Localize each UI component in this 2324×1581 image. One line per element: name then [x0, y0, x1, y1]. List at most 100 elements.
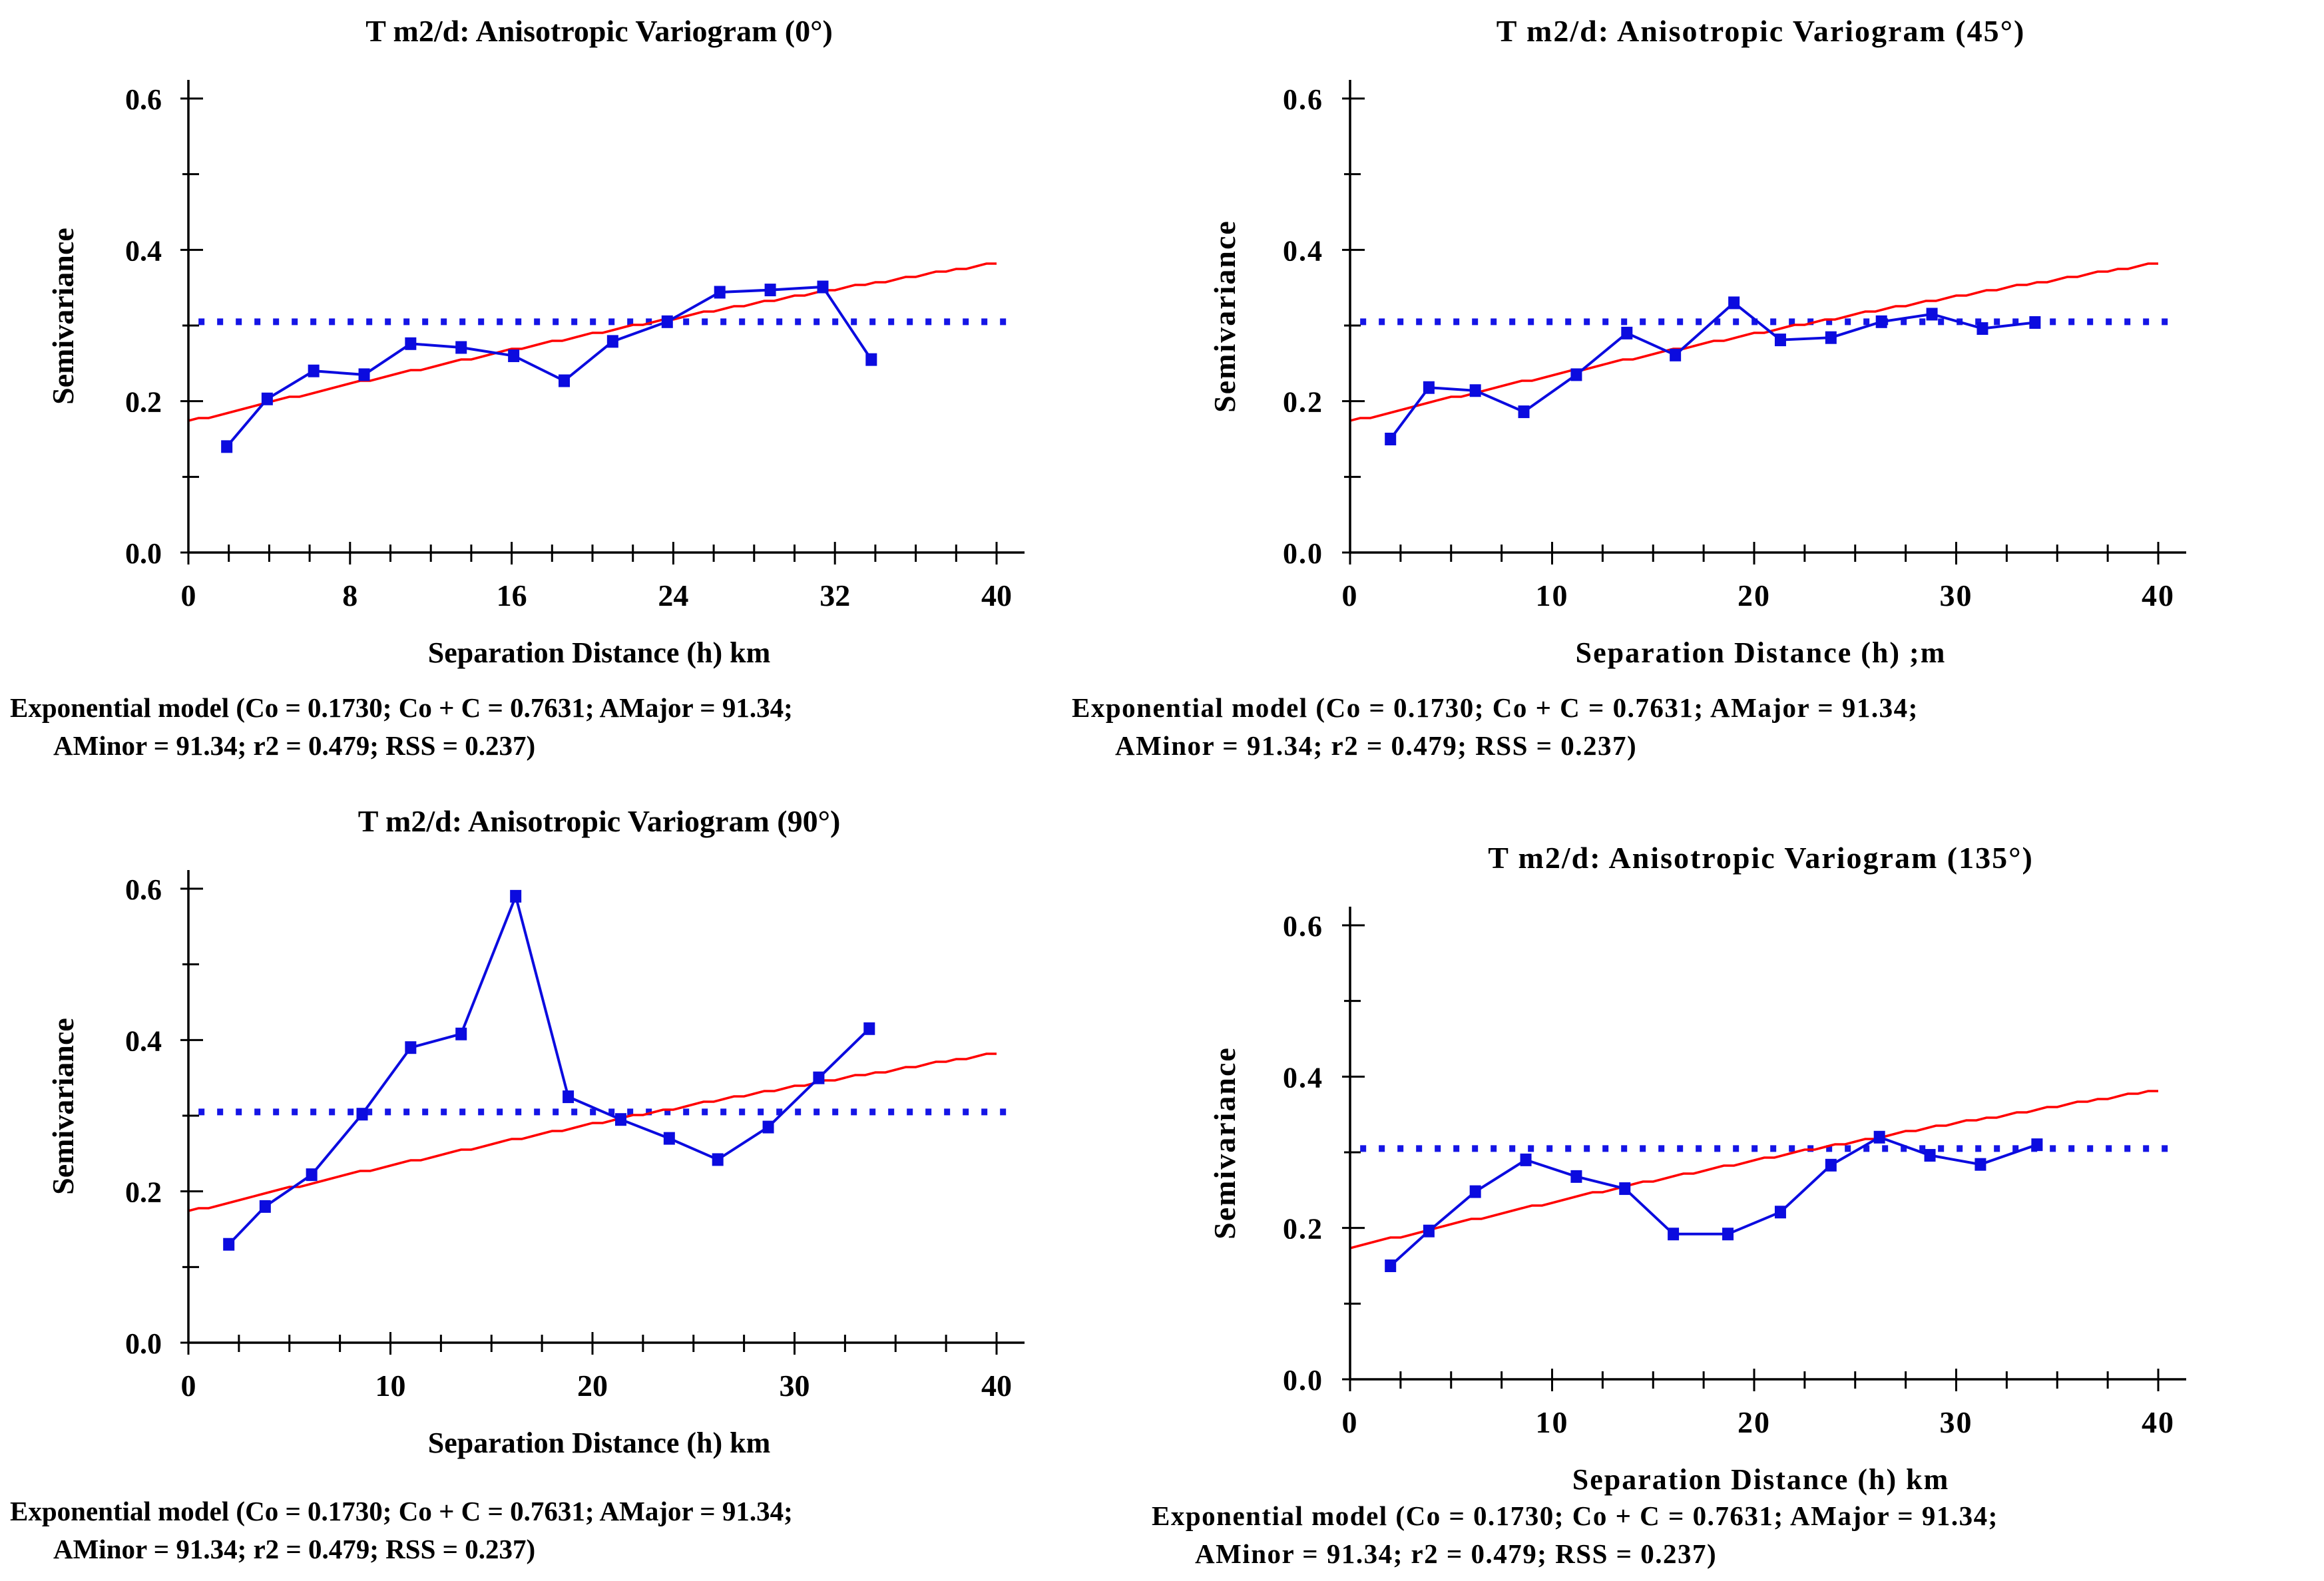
x-tick-label: 40: [2142, 578, 2175, 612]
y-tick-label: 0.4: [125, 234, 162, 267]
data-point-marker: [1873, 1130, 1885, 1144]
x-tick-label: 20: [1738, 578, 1771, 612]
data-point-marker: [455, 341, 467, 354]
x-tick-label: 30: [780, 1369, 810, 1403]
data-point-marker: [563, 1090, 575, 1104]
y-tick-label: 0.2: [125, 1176, 162, 1209]
x-tick-label: 40: [981, 578, 1012, 612]
series-line: [228, 891, 871, 1245]
model-curve: [188, 1052, 997, 1212]
data-point-marker: [1976, 322, 1988, 336]
data-point-marker: [1621, 326, 1633, 339]
data-point-marker: [863, 1022, 875, 1035]
data-point-marker: [1728, 296, 1740, 310]
model-caption-line1: Exponential model (Co = 0.1730; Co + C =…: [1072, 692, 1919, 723]
x-axis-label: Separation Distance (h) km: [1572, 1463, 1950, 1496]
y-tick-label: 0.0: [125, 537, 162, 570]
data-point-marker: [1774, 334, 1786, 347]
data-point-marker: [261, 392, 273, 405]
data-point-marker: [1875, 315, 1887, 328]
data-point-marker: [1924, 1149, 1936, 1162]
x-tick-label: 8: [342, 578, 357, 612]
model-caption-line2: AMinor = 91.34; r2 = 0.479; RSS = 0.237): [1195, 1538, 1718, 1569]
plot-title: T m2/d: Anisotropic Variogram (45°): [1497, 14, 2026, 48]
model-caption-0deg: Exponential model (Co = 0.1730; Co + C =…: [10, 689, 793, 765]
data-point-marker: [1423, 381, 1435, 394]
plot-title: T m2/d: Anisotropic Variogram (135°): [1488, 841, 2034, 875]
series-line: [1389, 1136, 2038, 1267]
data-point-marker: [455, 1027, 467, 1040]
y-tick-label: 0.4: [1283, 1061, 1323, 1094]
model-caption-line2: AMinor = 91.34; r2 = 0.479; RSS = 0.237): [1115, 730, 1638, 761]
x-axis-label: Separation Distance (h) km: [428, 1427, 771, 1459]
x-tick-label: 40: [2142, 1405, 2175, 1439]
x-tick-label: 16: [497, 578, 527, 612]
data-point-marker: [1570, 1170, 1582, 1183]
x-tick-label: 10: [375, 1369, 406, 1403]
data-point-marker: [1975, 1158, 1986, 1171]
data-point-marker: [259, 1200, 271, 1213]
data-point-marker: [1423, 1224, 1435, 1238]
y-tick-label: 0.2: [125, 386, 162, 419]
data-point-marker: [1385, 433, 1397, 445]
variogram-chart-135deg: 0.0 0.2 0.4 0.6 0 10 20 30 40 T m2/d: Anisotropic…: [1208, 841, 2186, 1496]
data-point-marker: [764, 284, 776, 297]
x-tick-label: 30: [1940, 578, 1973, 612]
y-tick-label: 0.0: [125, 1327, 162, 1360]
y-tick-label: 0.0: [1283, 537, 1323, 570]
y-tick-label: 0.2: [1283, 1213, 1323, 1245]
variogram-figure-0deg: 0.0 0.2 0.4 0.6 0 8 16 24 32 40 T m2/d: Anisotropi…: [0, 0, 1162, 791]
data-point-marker: [356, 1108, 368, 1121]
data-point-marker: [1520, 1153, 1532, 1166]
x-tick-label: 20: [1738, 1405, 1771, 1439]
data-point-marker: [2029, 316, 2041, 329]
data-point-marker: [405, 1041, 417, 1054]
model-curve: [1349, 1090, 2158, 1249]
data-point-marker: [1619, 1182, 1631, 1196]
data-point-marker: [606, 335, 618, 348]
data-point-marker: [1774, 1206, 1786, 1219]
variogram-figure-45deg: 0.0 0.2 0.4 0.6 0 10 20 30 40 T m2/d: Anisotropic…: [1072, 0, 2324, 791]
y-tick-label: 0.0: [1283, 1364, 1323, 1397]
data-point-marker: [1670, 348, 1682, 361]
data-point-marker: [865, 353, 877, 366]
y-axis-label: Semivariance: [46, 1018, 80, 1195]
x-tick-label: 10: [1536, 1405, 1569, 1439]
data-point-marker: [1668, 1228, 1680, 1241]
model-curve: [188, 262, 997, 422]
x-axis-label: Separation Distance (h) km: [428, 636, 771, 669]
variogram-chart-90deg: 0.0 0.2 0.4 0.6 0 10 20 30 40 T m2/d: Anisotropic…: [46, 804, 1025, 1459]
y-axis-label: Semivariance: [46, 228, 80, 405]
model-caption-line2: AMinor = 91.34; r2 = 0.479; RSS = 0.237): [53, 730, 536, 761]
model-caption-90deg: Exponential model (Co = 0.1730; Co + C =…: [10, 1492, 793, 1568]
data-point-marker: [358, 368, 370, 381]
x-tick-label: 0: [181, 1369, 196, 1403]
x-tick-label: 32: [819, 578, 850, 612]
model-curve: [1349, 262, 2158, 422]
model-caption-line2: AMinor = 91.34; r2 = 0.479; RSS = 0.237): [53, 1534, 536, 1564]
model-caption-45deg: Exponential model (Co = 0.1730; Co + C =…: [1072, 689, 1919, 765]
data-point-marker: [306, 1168, 318, 1182]
y-tick-label: 0.4: [125, 1024, 162, 1057]
y-tick-label: 0.6: [1283, 910, 1323, 943]
data-point-marker: [223, 1238, 235, 1251]
data-point-marker: [762, 1120, 774, 1134]
x-tick-label: 40: [981, 1369, 1012, 1403]
model-caption-line1: Exponential model (Co = 0.1730; Co + C =…: [10, 692, 793, 723]
x-tick-label: 0: [1342, 1405, 1359, 1439]
data-point-marker: [510, 889, 522, 903]
data-point-marker: [221, 440, 233, 453]
data-point-marker: [1385, 1259, 1397, 1272]
data-point-marker: [559, 374, 571, 387]
data-point-marker: [1469, 1185, 1481, 1198]
data-point-marker: [308, 364, 320, 377]
y-tick-label: 0.6: [125, 83, 162, 116]
data-point-marker: [663, 1132, 675, 1145]
data-point-marker: [405, 337, 417, 350]
x-tick-label: 0: [181, 578, 196, 612]
y-tick-label: 0.2: [1283, 386, 1323, 419]
data-point-marker: [1469, 384, 1481, 397]
x-tick-label: 0: [1342, 578, 1359, 612]
x-axis-label: Separation Distance (h) ;m: [1576, 636, 1947, 669]
